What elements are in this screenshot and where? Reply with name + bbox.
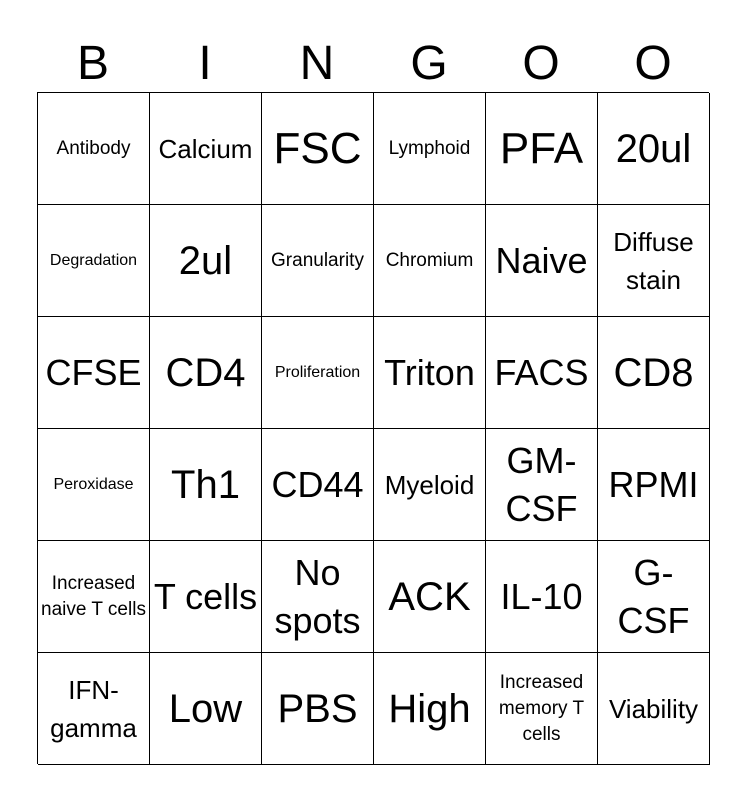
cell-label: Calcium	[158, 133, 253, 164]
cell-label: 20ul	[615, 126, 692, 171]
bingo-cell[interactable]: GM-CSF	[486, 429, 598, 541]
cell-label: Myeloid	[384, 469, 475, 500]
cell-label: Degradation	[49, 252, 138, 269]
cell-label: Proliferation	[274, 364, 361, 381]
bingo-cell[interactable]: CFSE	[38, 317, 150, 429]
cell-label: ACK	[388, 574, 471, 619]
cell-label: T cells	[153, 575, 258, 617]
cell-label: RPMI	[608, 463, 699, 505]
bingo-cell[interactable]: Triton	[374, 317, 486, 429]
bingo-cell[interactable]: 20ul	[598, 93, 710, 205]
cell-label: Naive	[495, 239, 588, 281]
bingo-cell[interactable]: PBS	[262, 653, 374, 765]
header-letter-b: B	[76, 37, 109, 90]
header-letter-i: I	[198, 37, 212, 90]
bingo-cell[interactable]: PFA	[486, 93, 598, 205]
header-letter-g: G	[410, 37, 448, 90]
cell-label: PFA	[499, 123, 584, 173]
cell-label: No spots	[274, 551, 361, 641]
bingo-cell[interactable]: Proliferation	[262, 317, 374, 429]
bingo-cell[interactable]: ACK	[374, 541, 486, 653]
bingo-cell[interactable]: Myeloid	[374, 429, 486, 541]
bingo-header: B I N G O O	[37, 36, 709, 92]
bingo-cell[interactable]: IFN-gamma	[38, 653, 150, 765]
bingo-cell[interactable]: FACS	[486, 317, 598, 429]
cell-label: CD44	[271, 463, 364, 505]
bingo-cell[interactable]: CD44	[262, 429, 374, 541]
bingo-cell[interactable]: FSC	[262, 93, 374, 205]
bingo-cell[interactable]: No spots	[262, 541, 374, 653]
cell-label: CD4	[165, 350, 246, 395]
cell-label: Th1	[171, 462, 240, 507]
cell-label: Triton	[384, 351, 475, 393]
bingo-cell[interactable]: Naive	[486, 205, 598, 317]
bingo-cell[interactable]: Lymphoid	[374, 93, 486, 205]
cell-label: CFSE	[45, 351, 142, 393]
cell-label: PBS	[277, 686, 358, 731]
bingo-cell[interactable]: High	[374, 653, 486, 765]
header-letter-n: N	[299, 37, 335, 90]
cell-label: FSC	[273, 123, 362, 173]
bingo-cell[interactable]: Diffuse stain	[598, 205, 710, 317]
cell-label: Increased memory T cells	[498, 671, 585, 745]
cell-label: Diffuse stain	[613, 226, 694, 295]
cell-label: FACS	[494, 351, 589, 393]
bingo-cell[interactable]: Degradation	[38, 205, 150, 317]
cell-label: Low	[168, 686, 243, 731]
bingo-cell[interactable]: Peroxidase	[38, 429, 150, 541]
cell-label: 2ul	[178, 238, 233, 283]
bingo-cell[interactable]: G-CSF	[598, 541, 710, 653]
bingo-cell[interactable]: Chromium	[374, 205, 486, 317]
bingo-cell[interactable]: Increased naive T cells	[38, 541, 150, 653]
bingo-cell[interactable]: IL-10	[486, 541, 598, 653]
cell-label: Lymphoid	[388, 137, 471, 159]
bingo-cell[interactable]: Th1	[150, 429, 262, 541]
cell-label: CD8	[613, 350, 694, 395]
cell-label: Granularity	[271, 249, 364, 271]
header-letter-o-2: O	[634, 37, 672, 90]
header-letter-o-1: O	[522, 37, 560, 90]
bingo-cell[interactable]: Increased memory T cells	[486, 653, 598, 765]
cell-label: Peroxidase	[53, 476, 134, 493]
cell-label: High	[388, 686, 471, 731]
bingo-cell[interactable]: Low	[150, 653, 262, 765]
cell-label: IL-10	[500, 575, 583, 617]
cell-label: Chromium	[385, 249, 474, 271]
bingo-cell[interactable]: Viability	[598, 653, 710, 765]
cell-label: Antibody	[56, 137, 131, 159]
cell-label: G-CSF	[617, 551, 690, 641]
bingo-cell[interactable]: RPMI	[598, 429, 710, 541]
cell-label: Viability	[608, 693, 699, 724]
cell-label: GM-CSF	[505, 439, 578, 529]
bingo-cell[interactable]: Calcium	[150, 93, 262, 205]
bingo-cell[interactable]: T cells	[150, 541, 262, 653]
cell-label: Increased naive T cells	[41, 572, 146, 620]
bingo-board: Antibody Calcium FSC Lymphoid PFA 20ul D…	[37, 92, 710, 765]
bingo-cell[interactable]: CD8	[598, 317, 710, 429]
bingo-cell[interactable]: 2ul	[150, 205, 262, 317]
cell-label: IFN-gamma	[50, 674, 137, 743]
bingo-cell[interactable]: Antibody	[38, 93, 150, 205]
bingo-cell[interactable]: CD4	[150, 317, 262, 429]
bingo-cell[interactable]: Granularity	[262, 205, 374, 317]
